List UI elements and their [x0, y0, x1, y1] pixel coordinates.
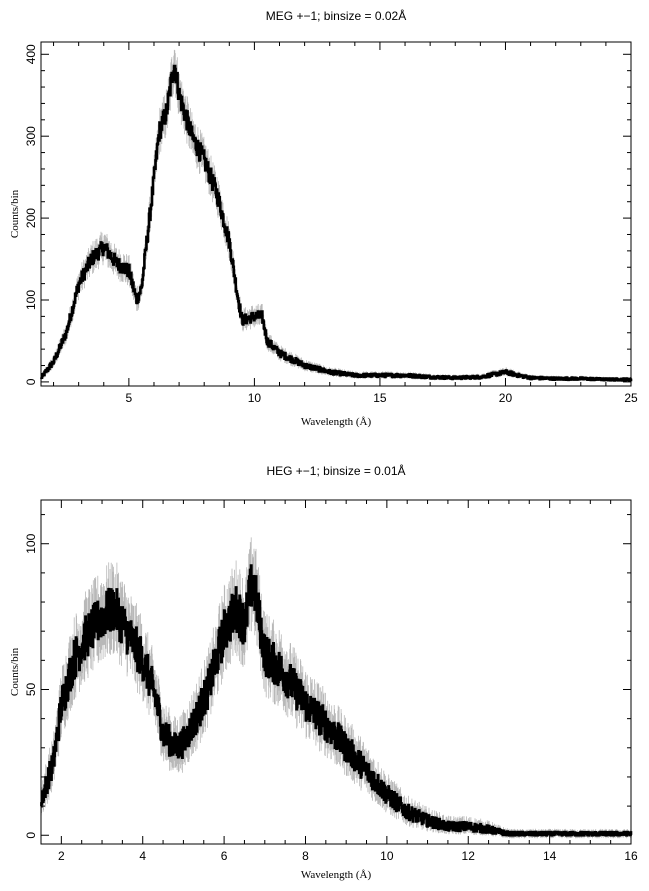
- heg-y-tick-label: 100: [24, 533, 38, 553]
- heg-chart-title: HEG +−1; binsize = 0.01Å: [266, 463, 405, 478]
- heg-series-0-line: [40, 564, 633, 837]
- meg-x-tick-label: 20: [499, 391, 513, 405]
- heg-y-axis-label: Counts/bin: [9, 647, 21, 696]
- meg-error-bars: [40, 49, 632, 382]
- meg-y-tick-label: 400: [24, 44, 38, 64]
- heg-plot-frame: [40, 499, 632, 845]
- meg-axis-ticks: 5 10 15 20 25 0 100 200 300 400: [24, 42, 638, 405]
- heg-x-tick-label: 6: [221, 849, 228, 863]
- heg-y-tick-label: 50: [24, 682, 38, 696]
- meg-plot-frame: [40, 41, 632, 387]
- meg-series: [40, 64, 633, 382]
- meg-series-0-line: [40, 64, 633, 382]
- heg-x-axis-label: Wavelength (Å): [301, 869, 372, 881]
- heg-x-tick-label: 4: [139, 849, 146, 863]
- heg-series: [40, 564, 633, 837]
- heg-axis-ticks: 2 4 6 8 10 12 14 16 0 50 100: [24, 500, 638, 863]
- heg-x-tick-label: 2: [58, 849, 65, 863]
- heg-x-tick-label: 16: [624, 849, 638, 863]
- meg-x-tick-label: 10: [248, 391, 262, 405]
- heg-x-tick-label: 10: [380, 849, 394, 863]
- meg-x-tick-label: 25: [624, 391, 638, 405]
- heg-spectrum-panel: HEG +−1; binsize = 0.01Å 2 4 6 8 10 12 14 16 0 50…: [9, 463, 638, 881]
- meg-y-tick-label: 200: [24, 208, 38, 228]
- heg-x-tick-label: 14: [543, 849, 557, 863]
- meg-y-tick-label: 0: [24, 378, 38, 385]
- meg-chart-title: MEG +−1; binsize = 0.02Å: [266, 8, 406, 23]
- meg-y-axis-label: Counts/bin: [9, 189, 21, 238]
- meg-x-axis-label: Wavelength (Å): [301, 416, 372, 428]
- meg-x-tick-label: 5: [126, 391, 133, 405]
- meg-spectrum-panel: MEG +−1; binsize = 0.02Å 5 10 15 20 25 0 100 20…: [9, 8, 638, 428]
- heg-x-tick-label: 12: [462, 849, 476, 863]
- meg-y-tick-label: 300: [24, 126, 38, 146]
- heg-y-tick-label: 0: [24, 832, 38, 839]
- heg-x-tick-label: 8: [302, 849, 309, 863]
- meg-series-0-error-bars: [40, 49, 632, 382]
- heg-series-0-error-bars: [40, 537, 632, 839]
- heg-error-bars: [40, 537, 632, 839]
- meg-y-tick-label: 100: [24, 290, 38, 310]
- meg-x-tick-label: 15: [373, 391, 387, 405]
